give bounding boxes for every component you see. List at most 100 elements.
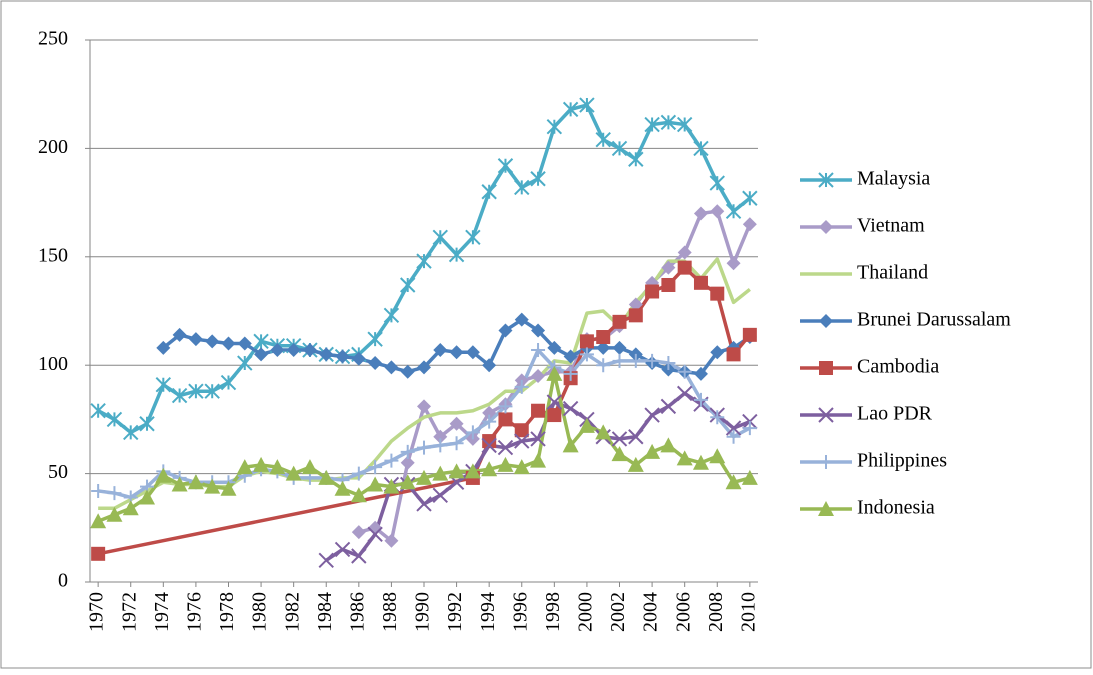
marker	[139, 489, 156, 505]
marker	[465, 229, 481, 245]
marker	[563, 349, 578, 364]
marker	[432, 487, 449, 503]
marker	[449, 436, 464, 451]
marker	[661, 356, 676, 371]
marker	[514, 379, 529, 394]
marker	[448, 246, 465, 263]
marker	[433, 343, 448, 358]
marker	[644, 116, 660, 133]
marker	[367, 331, 383, 347]
marker	[692, 454, 709, 470]
x-tick-label: 1982	[281, 592, 303, 632]
marker	[91, 483, 106, 498]
marker	[205, 334, 220, 349]
marker	[482, 358, 497, 373]
marker	[399, 277, 416, 293]
marker	[693, 206, 708, 221]
marker	[530, 431, 546, 447]
marker	[368, 460, 383, 475]
y-tick-label: 0	[58, 570, 68, 592]
marker	[547, 340, 562, 355]
marker	[301, 459, 318, 475]
marker	[253, 333, 269, 350]
marker	[221, 336, 236, 351]
marker	[449, 345, 464, 360]
marker	[464, 463, 481, 479]
marker	[596, 330, 611, 345]
x-tick-label: 2002	[607, 592, 629, 632]
marker	[368, 356, 383, 371]
marker	[155, 377, 172, 393]
marker	[628, 297, 643, 312]
marker	[661, 260, 676, 275]
marker	[400, 444, 415, 459]
marker	[498, 412, 513, 427]
marker	[351, 548, 367, 564]
marker	[514, 433, 530, 449]
marker	[562, 400, 579, 417]
marker	[676, 385, 693, 402]
marker	[611, 431, 628, 447]
x-tick-label: 2008	[705, 592, 727, 632]
marker	[660, 437, 677, 453]
marker	[253, 456, 270, 472]
marker	[416, 253, 432, 269]
marker	[676, 450, 693, 466]
marker	[497, 456, 514, 472]
marker	[726, 429, 741, 444]
legend-label: Lao PDR	[857, 403, 933, 425]
marker	[742, 421, 757, 436]
marker	[725, 203, 742, 219]
marker	[725, 420, 742, 436]
marker	[90, 513, 107, 529]
marker	[546, 365, 563, 381]
marker	[562, 437, 579, 453]
marker	[578, 417, 595, 433]
marker	[742, 327, 757, 342]
marker	[351, 525, 366, 540]
marker	[220, 480, 237, 496]
marker	[204, 383, 220, 399]
marker	[819, 455, 833, 469]
marker	[819, 220, 833, 234]
marker	[677, 260, 692, 275]
marker	[612, 314, 627, 329]
marker	[818, 407, 834, 423]
marker	[107, 486, 122, 501]
marker	[531, 403, 546, 418]
marker	[204, 478, 221, 494]
marker	[531, 369, 546, 384]
marker	[351, 466, 366, 481]
marker	[187, 474, 204, 490]
legend-label: Cambodia	[857, 356, 939, 378]
marker	[156, 340, 171, 355]
marker	[417, 440, 431, 455]
y-tick-label: 50	[48, 461, 68, 483]
marker	[742, 190, 758, 206]
marker	[416, 496, 432, 512]
marker	[693, 275, 708, 290]
y-tick-label: 200	[38, 136, 68, 158]
marker	[579, 347, 594, 362]
x-tick-label: 2004	[640, 592, 662, 632]
x-tick-label: 1986	[346, 592, 368, 632]
marker	[367, 526, 383, 543]
marker	[741, 469, 758, 485]
x-tick-label: 1998	[542, 592, 564, 632]
marker	[676, 116, 693, 133]
marker	[481, 461, 498, 477]
marker	[139, 416, 155, 432]
marker	[645, 284, 660, 299]
marker	[416, 469, 432, 485]
x-tick-label: 1974	[151, 592, 173, 632]
marker	[482, 434, 497, 449]
marker	[384, 360, 399, 375]
marker	[612, 353, 627, 368]
marker	[628, 151, 644, 167]
marker	[497, 439, 514, 456]
marker	[726, 256, 741, 271]
legend-label: Malaysia	[857, 168, 930, 190]
marker	[270, 343, 285, 358]
marker	[302, 343, 317, 358]
